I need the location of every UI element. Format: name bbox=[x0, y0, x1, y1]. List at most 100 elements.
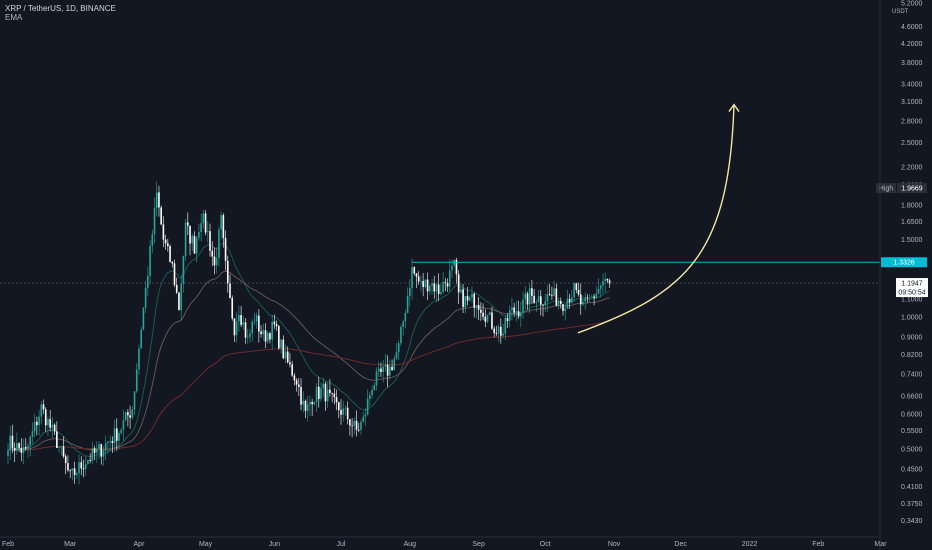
candle bbox=[235, 312, 238, 343]
candle bbox=[260, 325, 262, 338]
y-tick-label: 1.8000 bbox=[901, 202, 923, 209]
candle bbox=[138, 344, 140, 376]
candle bbox=[553, 280, 555, 297]
x-tick-label: Aug bbox=[404, 541, 417, 548]
y-tick-label: 0.9000 bbox=[901, 334, 923, 341]
candle bbox=[579, 283, 582, 315]
candle bbox=[58, 445, 60, 453]
candle bbox=[171, 261, 174, 268]
y-tick-label: 3.8000 bbox=[901, 60, 923, 67]
x-tick-label: Feb bbox=[812, 541, 824, 548]
candle bbox=[320, 382, 322, 402]
candle bbox=[142, 307, 145, 331]
candle bbox=[386, 355, 389, 388]
candle bbox=[484, 309, 487, 328]
candle bbox=[531, 279, 533, 304]
candle bbox=[129, 405, 131, 429]
candle bbox=[375, 367, 378, 391]
candle bbox=[446, 278, 449, 292]
candle bbox=[599, 284, 602, 298]
candle bbox=[491, 306, 493, 331]
x-tick-label: Nov bbox=[608, 541, 621, 548]
y-tick-label: 2.8000 bbox=[901, 118, 923, 125]
candle bbox=[231, 295, 234, 321]
candle bbox=[495, 325, 498, 337]
candle bbox=[493, 326, 495, 338]
candle bbox=[180, 274, 182, 321]
candle bbox=[207, 221, 209, 243]
candle bbox=[269, 331, 271, 344]
candle bbox=[133, 391, 136, 415]
candle bbox=[453, 258, 456, 268]
candle bbox=[340, 399, 342, 425]
candle bbox=[462, 283, 464, 313]
candle bbox=[42, 399, 45, 414]
candle bbox=[540, 290, 542, 316]
candle bbox=[535, 299, 538, 313]
candle bbox=[559, 297, 562, 309]
candle bbox=[111, 436, 114, 454]
candle bbox=[335, 389, 338, 411]
candle bbox=[169, 244, 171, 263]
chart-title: XRP / TetherUS, 1D, BINANCE bbox=[5, 4, 116, 13]
candle bbox=[444, 278, 447, 292]
candle bbox=[591, 294, 593, 298]
candle bbox=[515, 300, 518, 322]
candle bbox=[60, 446, 63, 456]
candle bbox=[271, 314, 273, 350]
candle bbox=[435, 282, 438, 303]
candle bbox=[584, 292, 586, 310]
candle bbox=[318, 376, 320, 408]
candle bbox=[362, 411, 364, 423]
candle bbox=[82, 459, 85, 478]
candle bbox=[302, 391, 305, 413]
candle bbox=[113, 419, 116, 452]
ema-200-line bbox=[7, 320, 610, 451]
candle bbox=[238, 305, 240, 332]
x-tick-label: Jul bbox=[337, 541, 346, 548]
projection-arrow[interactable] bbox=[577, 104, 735, 334]
candle bbox=[564, 303, 567, 321]
candle bbox=[291, 360, 293, 377]
candle bbox=[353, 417, 356, 435]
candle bbox=[9, 425, 12, 461]
candle bbox=[533, 289, 535, 304]
candle bbox=[571, 290, 573, 304]
candle bbox=[173, 259, 176, 288]
y-tick-label: 3.4000 bbox=[901, 81, 923, 88]
candle bbox=[306, 396, 309, 422]
x-tick-label: May bbox=[199, 541, 213, 548]
candle bbox=[184, 218, 187, 261]
candle bbox=[284, 344, 287, 363]
y-tick-label: 0.4500 bbox=[901, 466, 923, 473]
candle bbox=[311, 398, 313, 416]
candle bbox=[255, 312, 258, 329]
x-tick-label: Mar bbox=[874, 541, 887, 548]
candle bbox=[508, 305, 511, 328]
candle bbox=[346, 401, 349, 425]
candle bbox=[473, 292, 475, 318]
candle bbox=[16, 432, 18, 455]
candle bbox=[29, 435, 31, 457]
candle bbox=[424, 279, 427, 289]
candle bbox=[20, 438, 23, 462]
candle bbox=[524, 286, 527, 310]
candle bbox=[522, 291, 524, 319]
candle bbox=[187, 212, 189, 236]
candle bbox=[289, 352, 291, 368]
countdown-timer: 09:50:54 bbox=[898, 290, 925, 297]
candle bbox=[109, 435, 111, 452]
candle bbox=[606, 278, 609, 284]
candle bbox=[282, 335, 285, 360]
candle bbox=[513, 302, 515, 317]
candle bbox=[604, 272, 606, 293]
candle bbox=[62, 436, 65, 459]
candle bbox=[575, 282, 578, 294]
candle bbox=[162, 216, 165, 248]
candle bbox=[215, 247, 218, 274]
candle bbox=[544, 293, 547, 312]
candle bbox=[182, 255, 185, 293]
resistance-price-label: 1.3326 bbox=[881, 257, 927, 268]
candle bbox=[218, 226, 220, 267]
